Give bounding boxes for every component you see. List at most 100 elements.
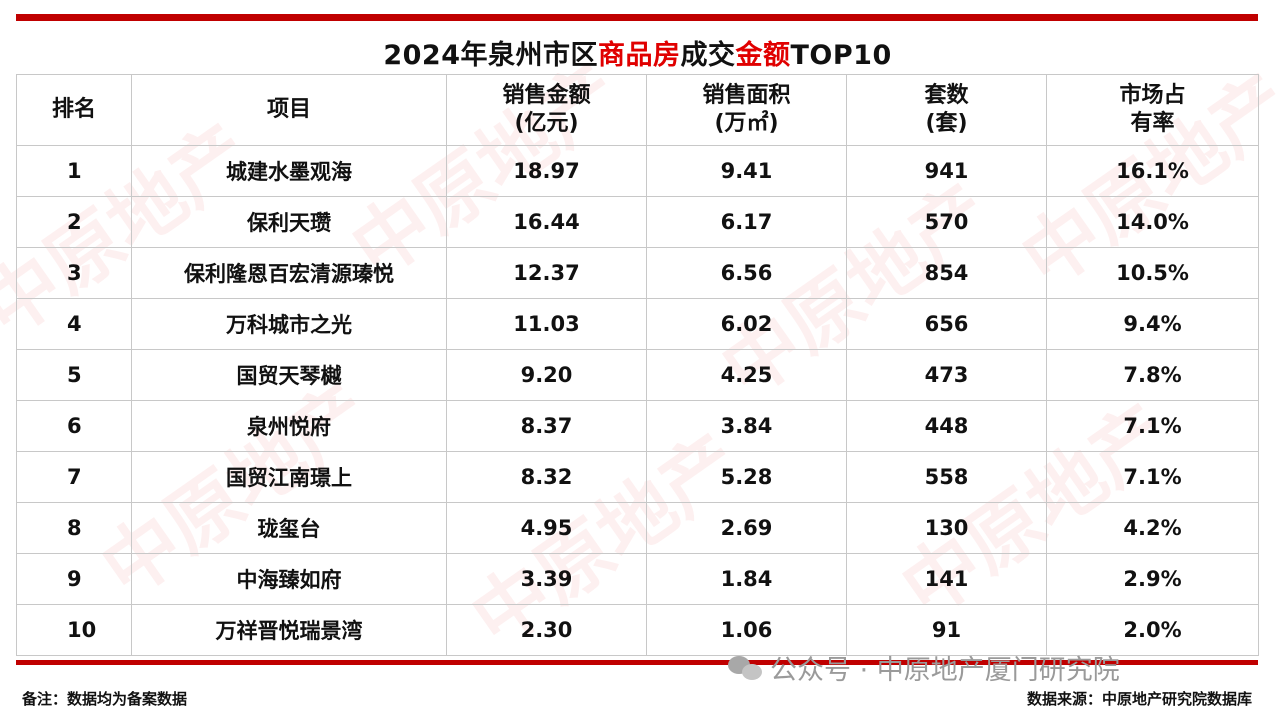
ranking-table-wrapper: 2024年泉州市区商品房成交金额TOP10 排名 项目 销售金额 (亿元) 销售面… (16, 30, 1260, 656)
cell-area: 6.56 (646, 247, 847, 299)
cell-area: 4.25 (646, 349, 847, 401)
cell-units: 130 (846, 502, 1047, 554)
cell-rank: 5 (16, 349, 132, 401)
header-share-line2: 有率 (1130, 111, 1175, 136)
header-units-line1: 套数 (924, 83, 969, 108)
cell-units: 91 (846, 604, 1047, 656)
cell-units: 570 (846, 196, 1047, 248)
cell-amount: 8.32 (446, 451, 647, 503)
title-part: TOP10 (790, 39, 892, 71)
cell-area: 9.41 (646, 145, 847, 197)
header-area-line2: (万㎡) (714, 111, 779, 136)
header-units: 套数 (套) (846, 74, 1047, 146)
header-area-line1: 销售面积 (702, 83, 791, 108)
header-amount: 销售金额 (亿元) (446, 74, 647, 146)
cell-units: 558 (846, 451, 1047, 503)
cell-units: 473 (846, 349, 1047, 401)
cell-share: 7.1% (1045, 451, 1260, 503)
cell-project: 万祥晋悦瑞景湾 (131, 604, 447, 656)
cell-project: 中海臻如府 (131, 553, 447, 605)
wechat-account-overlay: 公众号 · 中原地产厦门研究院 (728, 648, 1120, 687)
cell-rank: 7 (16, 451, 132, 503)
header-share: 市场占 有率 (1045, 74, 1260, 146)
cell-units: 448 (846, 400, 1047, 452)
cell-units: 141 (846, 553, 1047, 605)
cell-project: 万科城市之光 (131, 298, 447, 350)
cell-rank: 10 (16, 604, 132, 656)
header-area: 销售面积 (万㎡) (646, 74, 847, 146)
cell-share: 16.1% (1045, 145, 1260, 197)
cell-project: 珑玺台 (131, 502, 447, 554)
cell-rank: 4 (16, 298, 132, 350)
cell-units: 854 (846, 247, 1047, 299)
title-part: 2024年泉州市区 (383, 39, 598, 71)
title-part: 成交 (680, 39, 736, 71)
cell-amount: 18.97 (446, 145, 647, 197)
cell-project: 国贸天琴樾 (131, 349, 447, 401)
cell-share: 2.0% (1045, 604, 1260, 656)
cell-area: 1.84 (646, 553, 847, 605)
ranking-table: 2024年泉州市区商品房成交金额TOP10 排名 项目 销售金额 (亿元) 销售面… (16, 30, 1260, 656)
cell-units: 941 (846, 145, 1047, 197)
top-accent-bar (16, 14, 1258, 21)
cell-share: 2.9% (1045, 553, 1260, 605)
wechat-account-text: 公众号 · 中原地产厦门研究院 (770, 655, 1120, 686)
cell-rank: 2 (16, 196, 132, 248)
cell-share: 4.2% (1045, 502, 1260, 554)
cell-share: 14.0% (1045, 196, 1260, 248)
bottom-accent-bar (16, 660, 1258, 665)
cell-project: 保利天瓒 (131, 196, 447, 248)
header-project: 项目 (131, 74, 447, 146)
cell-share: 9.4% (1045, 298, 1260, 350)
cell-amount: 3.39 (446, 553, 647, 605)
cell-rank: 3 (16, 247, 132, 299)
cell-project: 保利隆恩百宏清源瑧悦 (131, 247, 447, 299)
cell-amount: 12.37 (446, 247, 647, 299)
header-amount-line2: (亿元) (514, 111, 579, 136)
table-title: 2024年泉州市区商品房成交金额TOP10 (16, 30, 1259, 75)
cell-area: 1.06 (646, 604, 847, 656)
cell-project: 泉州悦府 (131, 400, 447, 452)
table-row: 2 保利天瓒 16.44 6.17 570 14.0% (16, 196, 1260, 248)
cell-area: 6.02 (646, 298, 847, 350)
cell-amount: 9.20 (446, 349, 647, 401)
header-units-line2: (套) (925, 111, 968, 136)
table-row: 4 万科城市之光 11.03 6.02 656 9.4% (16, 298, 1260, 350)
table-row: 6 泉州悦府 8.37 3.84 448 7.1% (16, 400, 1260, 452)
cell-area: 2.69 (646, 502, 847, 554)
cell-units: 656 (846, 298, 1047, 350)
wechat-icon (728, 654, 764, 682)
cell-share: 7.8% (1045, 349, 1260, 401)
table-row: 1 城建水墨观海 18.97 9.41 941 16.1% (16, 145, 1260, 197)
cell-rank: 9 (16, 553, 132, 605)
header-rank: 排名 (16, 74, 132, 146)
cell-amount: 11.03 (446, 298, 647, 350)
title-highlight: 金额 (735, 39, 791, 71)
footer-source: 数据来源：中原地产研究院数据库 (1026, 690, 1252, 708)
header-row: 排名 项目 销售金额 (亿元) 销售面积 (万㎡) 套数 (套) 市场占有率 (16, 74, 1260, 146)
cell-area: 3.84 (646, 400, 847, 452)
header-amount-line1: 销售金额 (502, 83, 591, 108)
cell-amount: 2.30 (446, 604, 647, 656)
cell-amount: 16.44 (446, 196, 647, 248)
table-row: 10 万祥晋悦瑞景湾 2.30 1.06 91 2.0% (16, 604, 1260, 656)
cell-area: 5.28 (646, 451, 847, 503)
cell-project: 城建水墨观海 (131, 145, 447, 197)
table-row: 7 国贸江南璟上 8.32 5.28 558 7.1% (16, 451, 1260, 503)
title-highlight: 商品房 (598, 39, 681, 71)
table-row: 3 保利隆恩百宏清源瑧悦 12.37 6.56 854 10.5% (16, 247, 1260, 299)
cell-area: 6.17 (646, 196, 847, 248)
cell-share: 10.5% (1045, 247, 1260, 299)
table-row: 9 中海臻如府 3.39 1.84 141 2.9% (16, 553, 1260, 605)
header-share-line1: 市场占 (1119, 83, 1186, 108)
cell-rank: 6 (16, 400, 132, 452)
table-row: 8 珑玺台 4.95 2.69 130 4.2% (16, 502, 1260, 554)
footer-note: 备注：数据均为备案数据 (22, 690, 188, 708)
cell-share: 7.1% (1045, 400, 1260, 452)
cell-project: 国贸江南璟上 (131, 451, 447, 503)
cell-amount: 8.37 (446, 400, 647, 452)
cell-rank: 1 (16, 145, 132, 197)
cell-amount: 4.95 (446, 502, 647, 554)
table-row: 5 国贸天琴樾 9.20 4.25 473 7.8% (16, 349, 1260, 401)
